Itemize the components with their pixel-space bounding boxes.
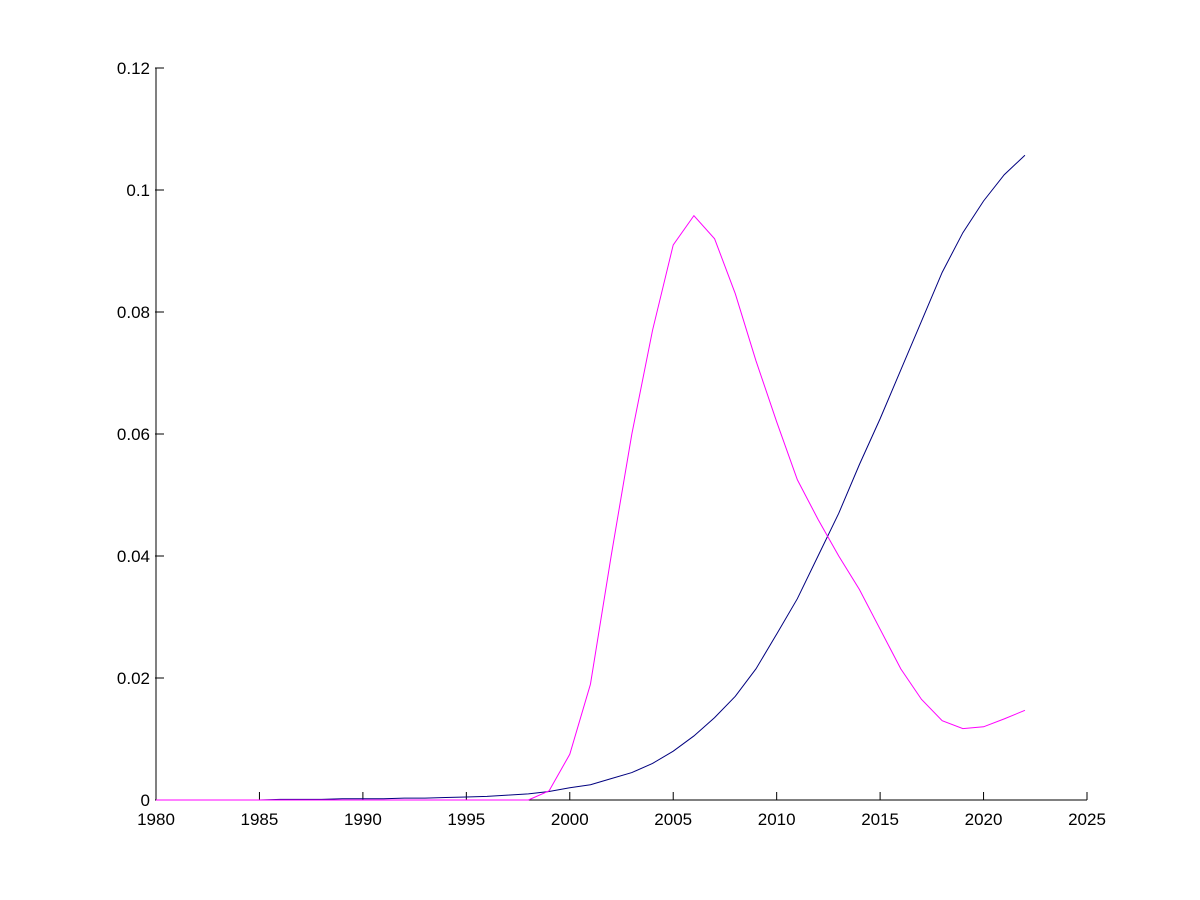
x-tick-label: 2020 <box>965 810 1003 829</box>
x-tick-label: 1985 <box>241 810 279 829</box>
y-tick-label: 0 <box>141 791 150 810</box>
x-tick-label: 1980 <box>137 810 175 829</box>
y-tick-label: 0.06 <box>117 425 150 444</box>
x-tick-label: 2025 <box>1068 810 1106 829</box>
x-tick-label: 1990 <box>344 810 382 829</box>
y-tick-label: 0.04 <box>117 547 150 566</box>
x-tick-label: 2010 <box>758 810 796 829</box>
x-tick-label: 2005 <box>654 810 692 829</box>
x-tick-label: 2000 <box>551 810 589 829</box>
x-tick-label: 1995 <box>447 810 485 829</box>
y-tick-label: 0.12 <box>117 59 150 78</box>
line-series <box>156 214 1026 801</box>
line-series <box>156 154 1026 801</box>
y-tick-label: 0.08 <box>117 303 150 322</box>
y-tick-label: 0.1 <box>126 181 150 200</box>
x-tick-label: 2015 <box>861 810 899 829</box>
y-tick-label: 0.02 <box>117 669 150 688</box>
